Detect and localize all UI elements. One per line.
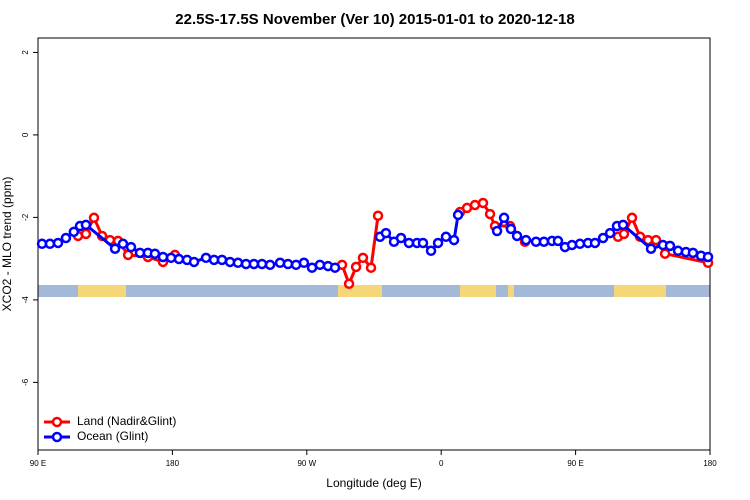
y-axis-label: XCO2 - MLO trend (ppm) [0, 177, 14, 312]
x-tick-label: 0 [439, 459, 444, 468]
point [538, 236, 550, 247]
point [282, 258, 294, 270]
x-tick-label: 180 [703, 459, 717, 468]
point [566, 239, 578, 251]
point [314, 259, 326, 271]
land-band [338, 285, 382, 297]
point [44, 238, 56, 250]
legend-marker [51, 416, 63, 428]
point [380, 227, 392, 239]
point [52, 237, 64, 249]
point [617, 219, 629, 231]
y-tick-label: -6 [21, 378, 30, 386]
point [672, 245, 684, 257]
point [298, 257, 310, 269]
chart-title: 22.5S-17.5S November (Ver 10) 2015-01-01… [175, 11, 574, 28]
point [574, 238, 586, 250]
point [125, 241, 137, 253]
point [200, 252, 212, 264]
point [664, 240, 676, 252]
point [216, 254, 228, 266]
point [589, 237, 601, 249]
point [650, 234, 662, 246]
legend-marker [51, 431, 63, 443]
point [403, 237, 415, 249]
point [264, 259, 276, 271]
point [248, 258, 260, 270]
point [343, 278, 355, 290]
point [417, 237, 429, 249]
point [645, 243, 657, 254]
point [157, 251, 169, 263]
point [188, 256, 200, 268]
y-tick-label: -4 [21, 296, 30, 304]
point [448, 234, 460, 246]
point [329, 262, 341, 273]
point [165, 252, 177, 264]
x-tick-label: 90 E [30, 459, 46, 468]
point [452, 209, 464, 221]
point [498, 212, 510, 224]
point [109, 243, 121, 254]
point [80, 228, 92, 240]
point [88, 212, 100, 224]
point [477, 197, 489, 209]
point [350, 261, 362, 273]
point [511, 230, 523, 242]
point [395, 232, 407, 244]
land-band [78, 285, 126, 297]
x-tick-label: 180 [166, 459, 180, 468]
point [597, 232, 609, 244]
point [432, 237, 444, 249]
point [117, 238, 129, 250]
point [702, 251, 714, 263]
point [425, 245, 437, 257]
land-band [508, 285, 514, 297]
point [604, 227, 616, 239]
point [659, 248, 671, 259]
point [440, 231, 452, 243]
legend-label: Land (Nadir&Glint) [77, 414, 176, 428]
y-tick-label: 0 [21, 132, 30, 137]
point [687, 247, 699, 259]
point [491, 225, 503, 237]
x-tick-label: 90 W [297, 459, 316, 468]
point [274, 257, 286, 269]
x-tick-label: 90 E [567, 459, 583, 468]
point [60, 232, 72, 244]
point [552, 235, 564, 247]
y-tick-label: 2 [21, 50, 30, 55]
point [232, 257, 244, 269]
x-axis-label: Longitude (deg E) [326, 476, 421, 490]
point [469, 199, 481, 211]
point [505, 223, 517, 235]
point [618, 228, 630, 240]
point [484, 208, 496, 220]
point [256, 258, 268, 270]
point [80, 219, 92, 231]
point [365, 262, 377, 273]
point [149, 248, 161, 259]
land-ocean-band [38, 285, 710, 297]
point [372, 210, 384, 221]
point [68, 226, 80, 238]
legend-label: Ocean (Glint) [77, 429, 148, 443]
land-band [614, 285, 666, 297]
point [173, 253, 185, 265]
y-tick-label: -2 [21, 213, 30, 221]
point [626, 212, 638, 224]
land-band [460, 285, 496, 297]
point [520, 234, 532, 246]
point [357, 252, 369, 264]
